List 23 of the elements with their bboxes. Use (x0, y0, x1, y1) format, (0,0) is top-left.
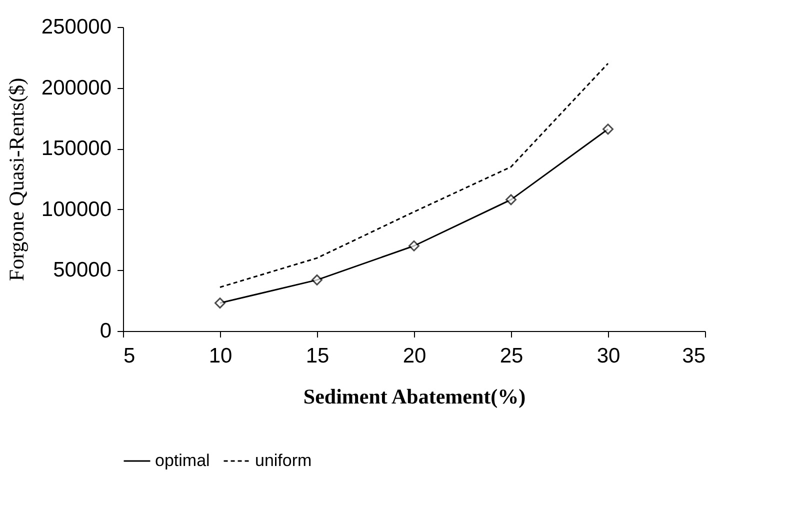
point (312, 274, 322, 286)
x-tick-label: 5 (124, 344, 136, 368)
legend-label: optimal (155, 451, 210, 470)
point (408, 240, 420, 252)
y-tick-label: 150000 (41, 137, 112, 160)
y-axis-title: Forgone Quasi-Rents($) (4, 78, 28, 282)
y-tick-label: 0 (100, 320, 112, 342)
line-series (219, 62, 609, 288)
y-tick-label: 100000 (41, 198, 112, 221)
x-tick-label: 10 (208, 344, 232, 368)
x-tick-label: 15 (306, 344, 330, 368)
x-tick-label: 30 (596, 344, 620, 368)
y-tick-label: 250000 (41, 16, 112, 38)
y-tick-label: 200000 (41, 76, 112, 100)
point (506, 194, 516, 206)
x-tick-label: 35 (682, 344, 706, 368)
legend-label: uniform (255, 451, 312, 470)
point (214, 298, 226, 309)
y-tick-label: 50000 (53, 258, 112, 282)
x-tick-label: 25 (500, 344, 524, 368)
point (602, 124, 614, 135)
x-tick-label: 20 (402, 344, 426, 368)
x-axis-title: Sediment Abatement(%) (303, 384, 526, 408)
